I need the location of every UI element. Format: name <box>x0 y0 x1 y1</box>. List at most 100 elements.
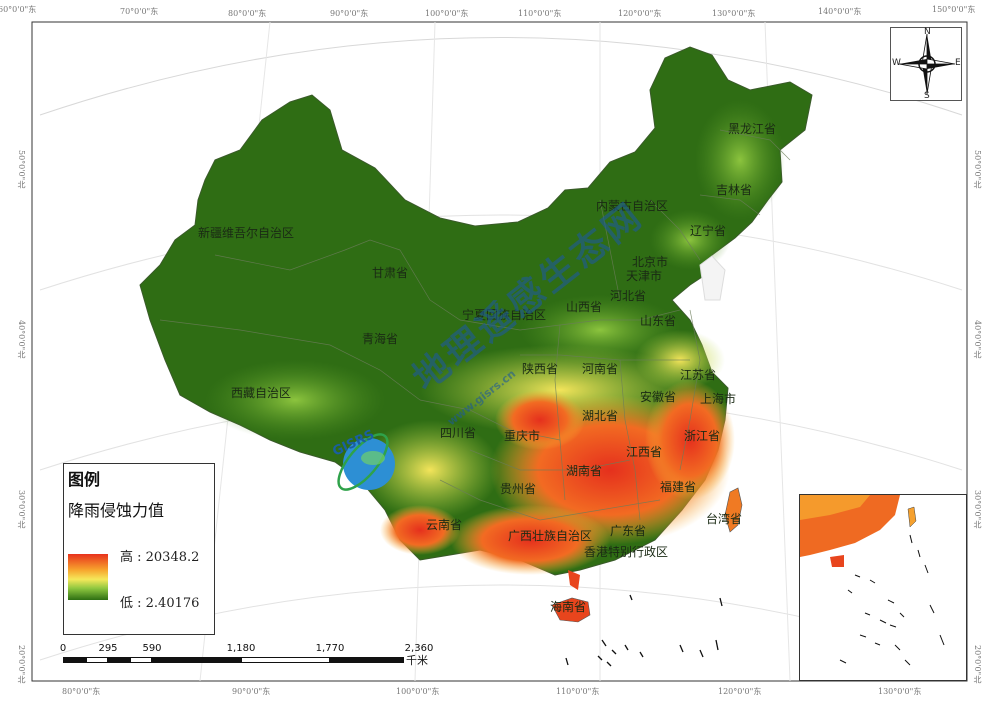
compass-rose-icon <box>918 55 936 73</box>
coord-label: 150°0'0"东 <box>932 5 976 14</box>
legend-high-label: 高 : 20348.2 <box>120 550 200 565</box>
coord-label: 50°0'0"北 <box>17 150 26 189</box>
province-label: 广西壮族自治区 <box>508 529 593 543</box>
compass-rose-icon <box>898 33 956 95</box>
inset-taiwan <box>907 506 917 528</box>
scale-tick: 0 <box>59 643 67 654</box>
hainan-shape <box>551 597 591 623</box>
coord-label: 90°0'0"东 <box>330 9 369 18</box>
inset-islands <box>839 534 945 666</box>
moisture-zone <box>695 100 785 220</box>
scale-tick: 590 <box>142 643 162 654</box>
province-label: 四川省 <box>440 426 477 440</box>
coord-label: 110°0'0"东 <box>556 687 600 696</box>
province-label: 江苏省 <box>680 368 717 382</box>
coord-label: 80°0'0"东 <box>228 9 267 18</box>
sea-islands <box>565 594 723 667</box>
erosion-hotspot <box>495 390 585 450</box>
province-label: 安徽省 <box>640 390 677 404</box>
province-label: 甘肃省 <box>372 266 409 280</box>
coord-label: 120°0'0"东 <box>618 9 662 18</box>
scale-tick: 295 <box>98 643 118 654</box>
province-label: 吉林省 <box>716 183 753 197</box>
peninsula-shape <box>568 570 580 590</box>
coord-label: 20°0'0"北 <box>17 645 26 684</box>
compass-e: E <box>955 58 961 68</box>
coord-label: 110°0'0"东 <box>518 9 562 18</box>
province-label: 西藏自治区 <box>231 386 292 400</box>
legend-title: 图例 <box>68 470 101 489</box>
inset-hainan <box>830 555 844 567</box>
erosion-hotspot <box>380 505 460 555</box>
graticule-line <box>39 37 963 116</box>
province-label: 重庆市 <box>504 429 541 443</box>
scale-segment <box>108 657 130 663</box>
coord-label: 120°0'0"东 <box>718 687 762 696</box>
province-label: 湖南省 <box>566 464 603 478</box>
scale-tick: 2,360 <box>404 643 434 654</box>
scale-segment <box>152 657 241 663</box>
compass-n: N <box>924 27 931 37</box>
compass-s: S <box>924 91 930 101</box>
province-label: 河南省 <box>582 362 619 376</box>
scale-segment <box>130 657 152 663</box>
globe-logo-icon <box>361 451 385 465</box>
scale-segment <box>330 657 404 663</box>
moisture-zone <box>650 210 730 270</box>
coord-label: 70°0'0"东 <box>120 7 159 16</box>
scale-tick: 1,770 <box>315 643 345 654</box>
map-legend: 图例 降雨侵蚀力值 高 : 20348.2 低 : 2.40176 <box>63 463 215 635</box>
province-label: 湖北省 <box>582 409 619 423</box>
erosion-hotspot <box>645 380 735 500</box>
province-label: 云南省 <box>426 518 463 532</box>
coord-label: 20°0'0"北 <box>973 645 982 684</box>
compass-rose-icon <box>898 63 928 70</box>
north-arrow: N S W E <box>890 27 962 101</box>
coord-label: 50°0'0"北 <box>973 150 982 189</box>
china-mainland <box>139 46 813 576</box>
province-label: 天津市 <box>626 269 663 283</box>
scale-segment <box>63 657 86 663</box>
moisture-zone <box>205 360 385 440</box>
province-label: 福建省 <box>660 480 697 494</box>
province-label: 海南省 <box>550 600 587 614</box>
scale-unit: 千米 <box>406 654 428 667</box>
province-label: 黑龙江省 <box>728 122 777 136</box>
scale-segment <box>241 657 330 663</box>
province-label: 陕西省 <box>522 362 559 376</box>
coord-label: 140°0'0"东 <box>818 7 862 16</box>
scale-tick: 1,180 <box>226 643 256 654</box>
province-label: 新疆维吾尔自治区 <box>198 226 295 240</box>
inset-mainland <box>800 495 870 520</box>
taiwan-shape <box>724 487 743 533</box>
neighbor-land <box>699 255 726 301</box>
inset-map <box>800 495 945 666</box>
south-china-sea-inset <box>799 494 967 681</box>
coord-label: 130°0'0"东 <box>878 687 922 696</box>
coord-label: 90°0'0"东 <box>232 687 271 696</box>
globe-logo-icon <box>337 433 389 491</box>
province-label: 河北省 <box>610 289 647 303</box>
province-label: 宁夏回族自治区 <box>462 308 547 322</box>
province-label: 山西省 <box>566 300 603 314</box>
province-label: 贵州省 <box>500 482 537 496</box>
province-label: 青海省 <box>362 332 399 346</box>
province-label: 广东省 <box>610 524 647 538</box>
coord-label: 60°0'0"东 <box>0 5 37 14</box>
legend-color-ramp <box>68 554 108 600</box>
province-label: 内蒙古自治区 <box>596 199 669 213</box>
province-label: 台湾省 <box>706 512 743 526</box>
map-border <box>31 21 968 682</box>
legend-low-label: 低 : 2.40176 <box>120 596 200 611</box>
erosion-hotspot <box>450 505 610 575</box>
scale-bar: 0 295 590 1,180 1,770 2,360 千米 <box>59 643 434 673</box>
province-label: 山东省 <box>640 314 677 328</box>
coord-label: 130°0'0"东 <box>712 9 756 18</box>
province-label: 浙江省 <box>684 429 721 443</box>
scale-segment <box>86 657 108 663</box>
province-label: 香港特别行政区 <box>584 545 669 559</box>
coord-label: 80°0'0"东 <box>62 687 101 696</box>
province-label: 辽宁省 <box>690 224 727 238</box>
